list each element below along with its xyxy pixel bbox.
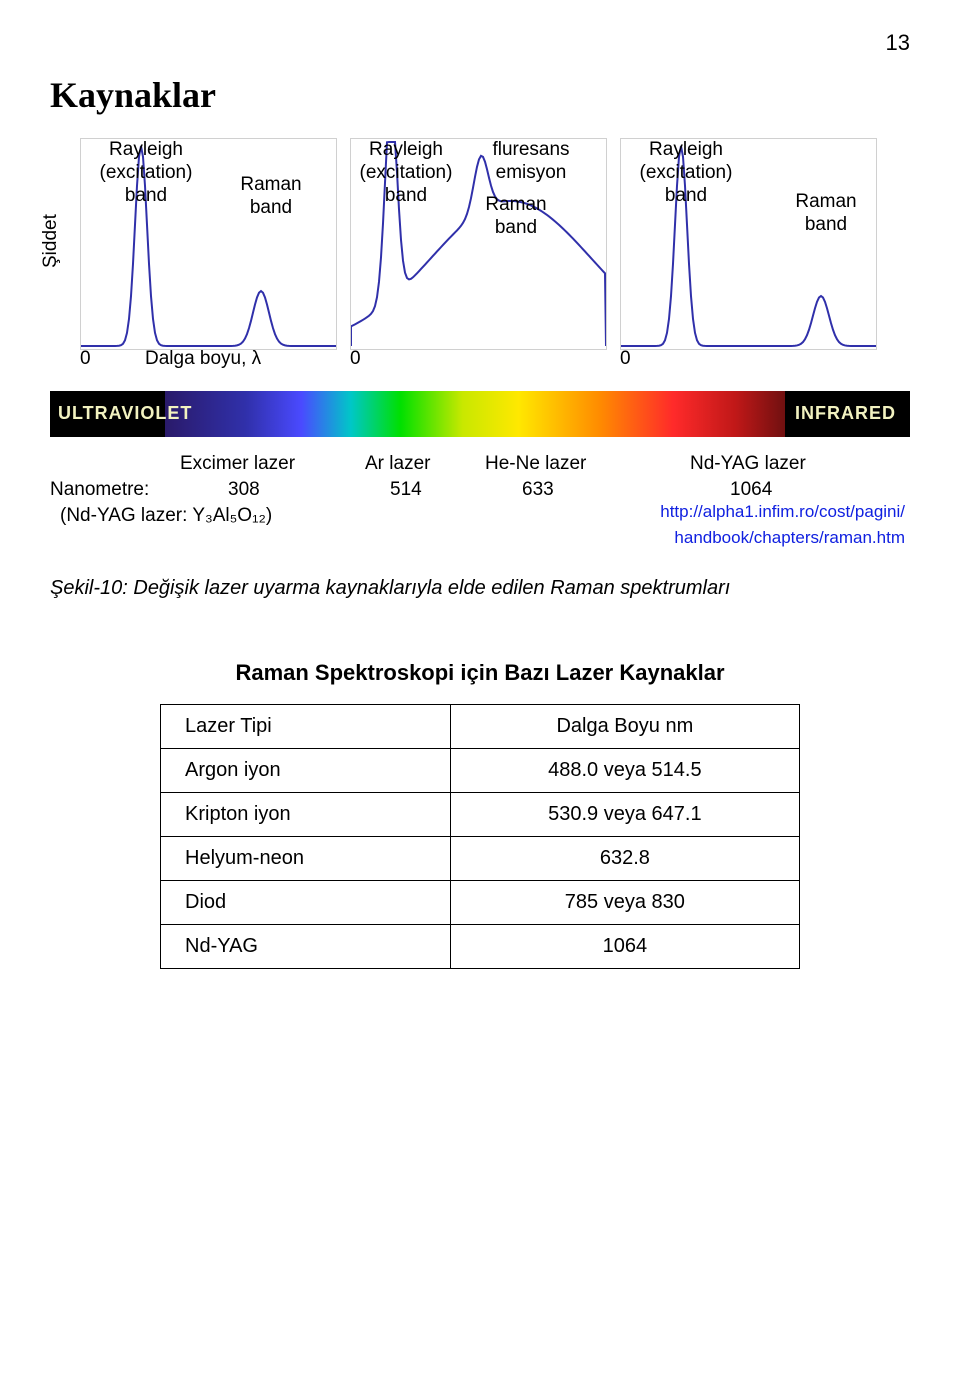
laser-name-hene: He-Ne lazer — [485, 451, 586, 477]
table-row: Kripton iyon530.9 veya 647.1 — [161, 793, 800, 837]
nm-ar: 514 — [390, 477, 422, 503]
panel-2: Rayleigh(excitation)band fluresansemisyon… — [350, 138, 607, 350]
page-number: 13 — [50, 30, 910, 56]
chart-caption: Rayleigh(excitation)band — [631, 139, 741, 207]
y-axis-label: Şiddet — [40, 214, 62, 268]
laser-info-block: Excimer lazer Ar lazer He-Ne lazer Nd-YA… — [50, 451, 910, 541]
figure-caption: Şekil-10: Değişik lazer uyarma kaynaklar… — [50, 577, 910, 600]
source-link-2[interactable]: handbook/chapters/raman.htm — [674, 528, 905, 547]
laser-name-ar: Ar lazer — [365, 451, 430, 477]
th-type: Lazer Tipi — [161, 705, 451, 749]
td: 530.9 veya 647.1 — [450, 793, 799, 837]
td: Helyum-neon — [161, 837, 451, 881]
visible-spectrum-bar: ULTRAVIOLET INFRARED — [50, 391, 910, 437]
table-row: Diod785 veya 830 — [161, 881, 800, 925]
table-header-row: Lazer Tipi Dalga Boyu nm — [161, 705, 800, 749]
nm-hene: 633 — [522, 477, 554, 503]
page-title: Kaynaklar — [50, 74, 910, 116]
table-title: Raman Spektroskopi için Bazı Lazer Kayna… — [50, 660, 910, 686]
nm-excimer: 308 — [228, 477, 260, 503]
x-axis-zero-1: 0 — [80, 348, 91, 370]
spectrum-gradient — [165, 391, 785, 437]
x-axis-zero-3: 0 — [620, 348, 631, 370]
spectra-chart: Şiddet Rayleigh(excitation)bandRamanband… — [50, 138, 910, 383]
uv-label: ULTRAVIOLET — [58, 403, 192, 424]
chart-caption: Ramanband — [231, 174, 311, 220]
nanometre-label: Nanometre: — [50, 477, 149, 503]
panel-3: Rayleigh(excitation)band Ramanband — [620, 138, 877, 350]
ir-label: INFRARED — [795, 403, 896, 424]
td: Kripton iyon — [161, 793, 451, 837]
chart-caption: Rayleigh(excitation)band — [91, 139, 201, 207]
table-row: Argon iyon488.0 veya 514.5 — [161, 749, 800, 793]
chart-caption: Rayleigh(excitation)band — [351, 139, 461, 207]
chart-caption: Ramanband — [786, 191, 866, 237]
x-axis-label: Dalga boyu, λ — [145, 348, 261, 370]
td: 785 veya 830 — [450, 881, 799, 925]
th-wavelength: Dalga Boyu nm — [450, 705, 799, 749]
td: 632.8 — [450, 837, 799, 881]
source-link-1[interactable]: http://alpha1.infim.ro/cost/pagini/ — [660, 502, 905, 521]
td: 488.0 veya 514.5 — [450, 749, 799, 793]
td: Nd-YAG — [161, 925, 451, 969]
td: Diod — [161, 881, 451, 925]
ndyag-formula: (Nd-YAG lazer: Y₃Al₅O₁₂) — [60, 503, 272, 529]
table-row: Nd-YAG1064 — [161, 925, 800, 969]
chart-caption: Ramanband — [476, 194, 556, 240]
panel-1: Rayleigh(excitation)band Ramanband — [80, 138, 337, 350]
laser-table: Lazer Tipi Dalga Boyu nm Argon iyon488.0… — [160, 704, 800, 969]
td: Argon iyon — [161, 749, 451, 793]
td: 1064 — [450, 925, 799, 969]
table-row: Helyum-neon632.8 — [161, 837, 800, 881]
laser-name-excimer: Excimer lazer — [180, 451, 295, 477]
x-axis-zero-2: 0 — [350, 348, 361, 370]
laser-name-ndyag: Nd-YAG lazer — [690, 451, 806, 477]
chart-caption: fluresansemisyon — [481, 139, 581, 185]
